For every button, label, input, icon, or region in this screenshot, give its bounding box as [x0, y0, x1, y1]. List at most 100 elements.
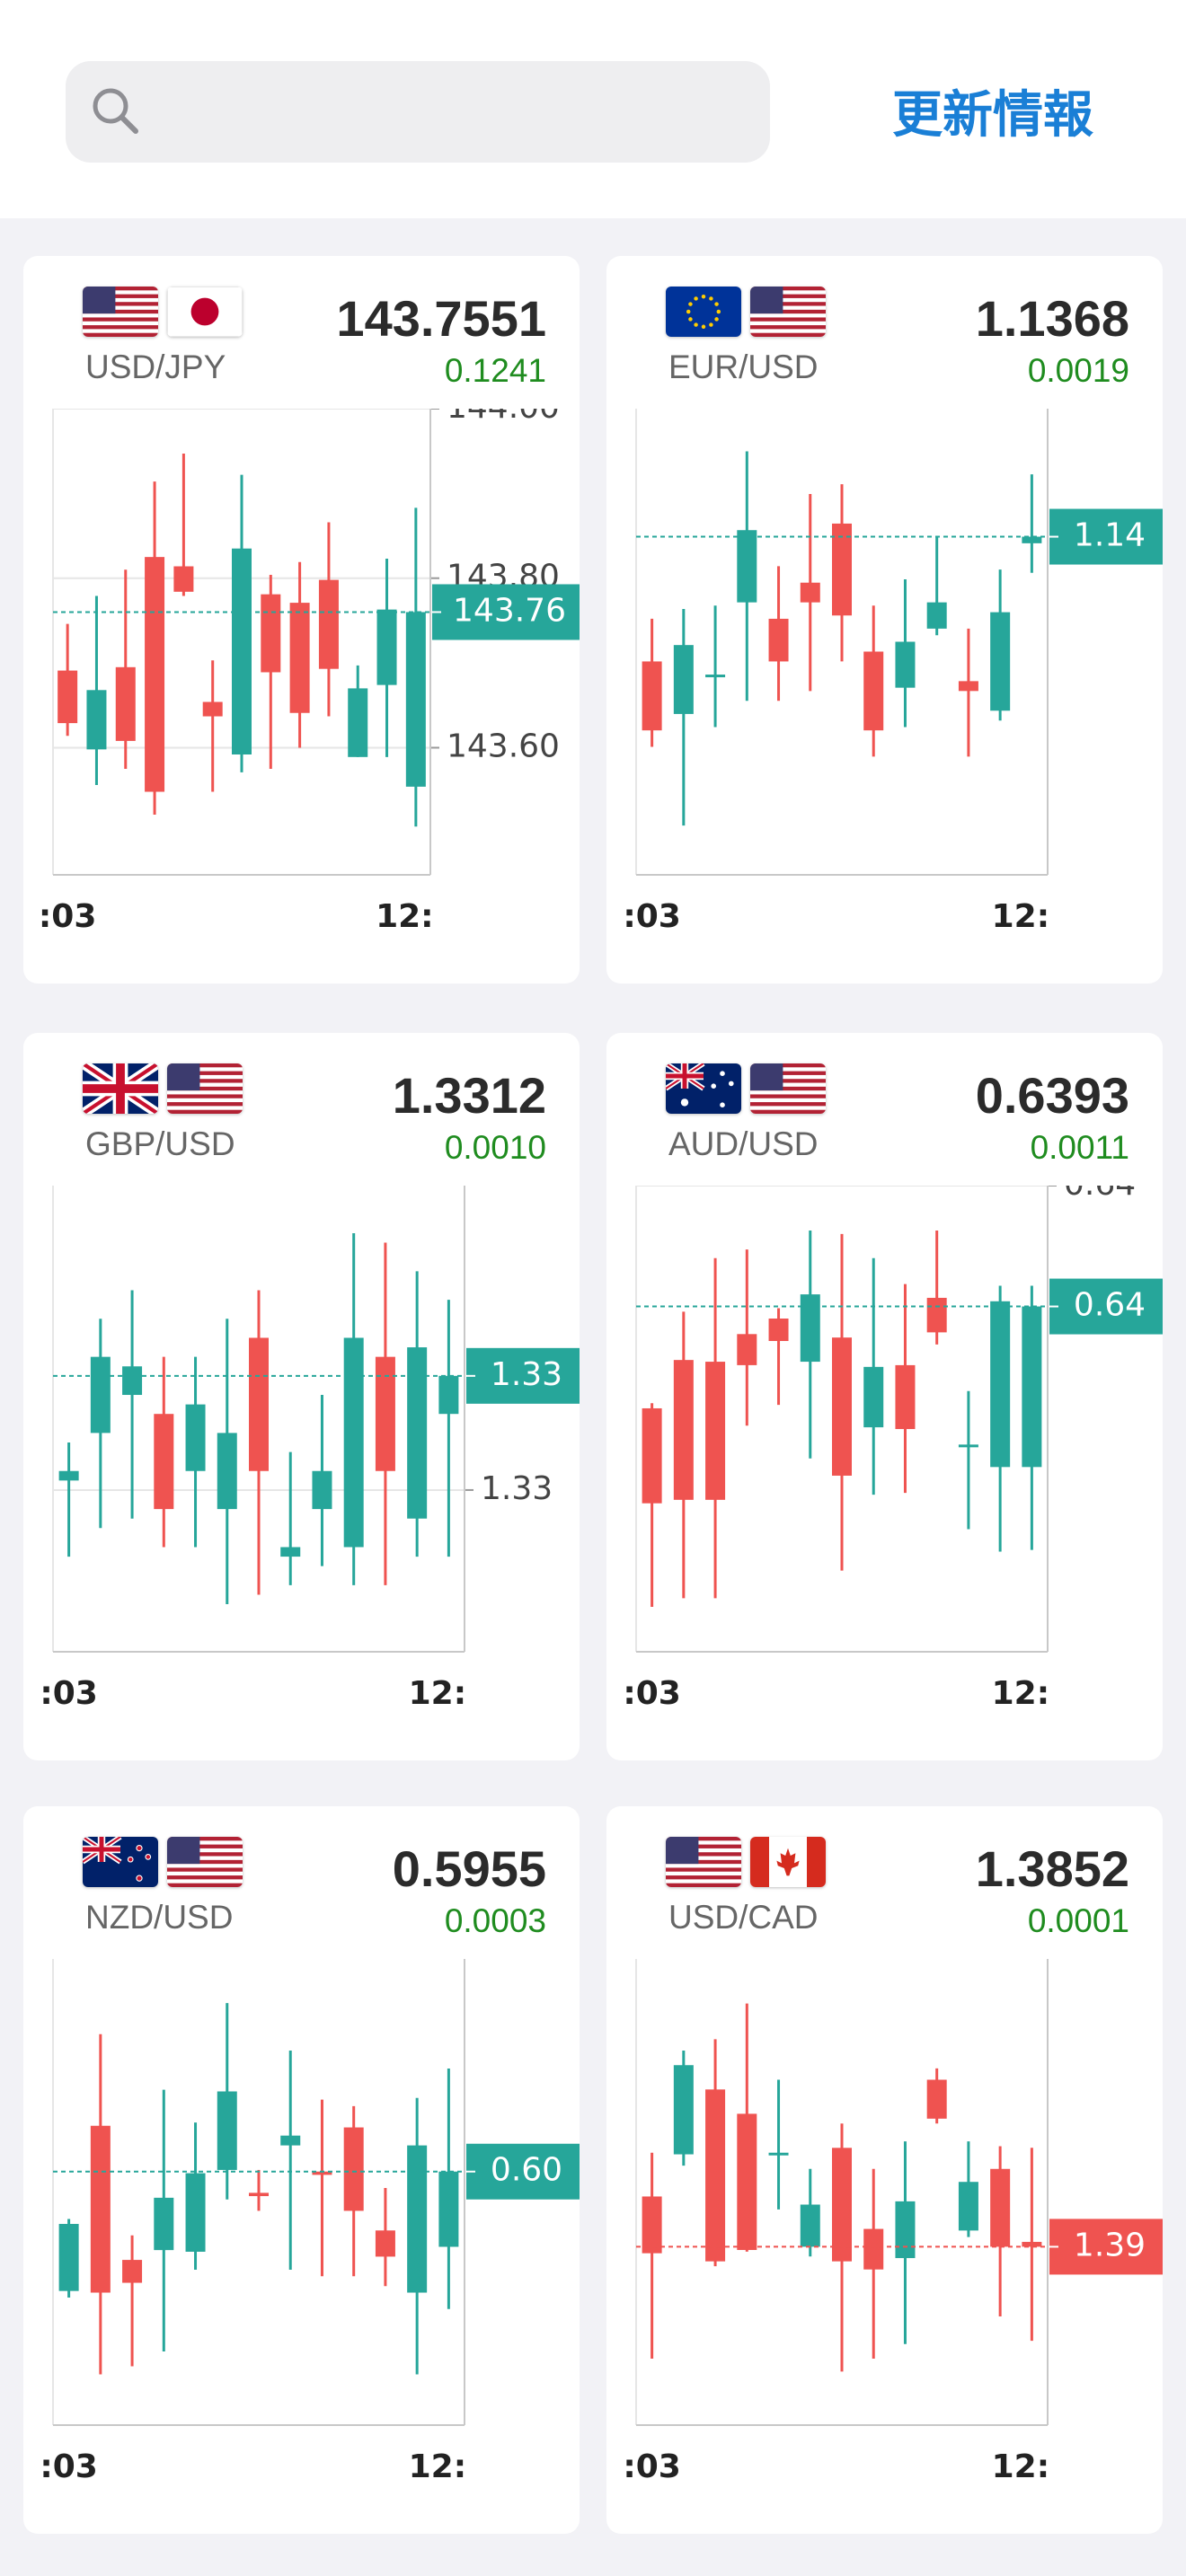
pair-name: NZD/USD	[85, 1899, 234, 1936]
flag-icon	[750, 1063, 826, 1114]
pair-card[interactable]: USD/CAD 1.3852 0.0001:03 12:0 1.39	[606, 1806, 1163, 2534]
x-tick-label: 12:0	[376, 898, 456, 935]
candle-body	[202, 701, 223, 717]
candle-body	[705, 2089, 726, 2262]
candle-body	[705, 675, 726, 678]
candle-body	[122, 1366, 143, 1396]
candle-body	[990, 612, 1011, 711]
candle-body	[1022, 536, 1042, 543]
change: 0.0001	[1027, 1902, 1129, 1939]
candle-body	[673, 2065, 694, 2155]
candle-body	[145, 557, 165, 792]
candle-body	[926, 602, 947, 629]
candle-body	[673, 1360, 694, 1500]
last-price-box	[1049, 508, 1163, 565]
candle-body	[217, 1433, 237, 1510]
flag-icon	[167, 1837, 243, 1887]
pair-name: AUD/USD	[668, 1125, 819, 1162]
flag	[750, 1063, 826, 1114]
pair-card[interactable]: AUD/USD 0.6393 0.0011 0.64:03 12:0 0.64	[606, 1033, 1163, 1760]
candle-body	[990, 2168, 1011, 2247]
header: 更新情報	[0, 0, 1186, 218]
candle-body	[312, 1470, 332, 1510]
x-tick-label: :03	[40, 2448, 98, 2485]
flag	[666, 1837, 741, 1887]
flag-icon	[167, 287, 243, 337]
candle-body	[642, 661, 662, 731]
y-tick-label: 1.33	[481, 1470, 553, 1507]
flag-icon	[750, 287, 826, 337]
last-price-box	[466, 2143, 580, 2200]
candle-body	[1022, 2242, 1042, 2247]
candle-body	[642, 2196, 662, 2254]
change: 0.0011	[1030, 1129, 1129, 1166]
flag	[83, 287, 158, 337]
pair-name: USD/JPY	[85, 348, 226, 385]
change: 0.0003	[444, 1902, 546, 1939]
candle-body	[289, 603, 310, 713]
flag-icon	[666, 1837, 741, 1887]
price: 1.1368	[975, 290, 1129, 347]
candle-body	[154, 1414, 174, 1510]
flag-icon	[83, 1837, 158, 1887]
candle-body	[249, 1337, 269, 1471]
x-tick-label: 12:0	[409, 2448, 490, 2485]
news-link[interactable]: 更新情報	[892, 86, 1093, 143]
flag	[167, 1837, 243, 1887]
candle-body	[280, 1547, 301, 1557]
flag-icon	[666, 1063, 741, 1114]
flag-icon	[167, 1063, 243, 1114]
candle-body	[926, 2079, 947, 2119]
flag	[666, 287, 741, 337]
last-price-box	[1049, 1278, 1163, 1335]
candle-body	[863, 651, 884, 731]
candlestick-chart: 0.64 :03 12:0 0.64	[623, 1186, 1163, 1712]
candle-body	[926, 1297, 947, 1333]
candle-body	[958, 681, 978, 692]
last-price-label: 1.33	[491, 1356, 562, 1393]
candle-body	[261, 594, 281, 673]
y-tick-label: 0.64	[1064, 1186, 1136, 1203]
flag	[83, 1837, 158, 1887]
last-price-label: 1.39	[1074, 2227, 1146, 2263]
pair-card[interactable]: NZD/USD 0.5955 0.0003:03 12:0 0.60	[23, 1806, 580, 2534]
candle-body	[768, 1319, 789, 1341]
last-price-box	[432, 584, 580, 640]
search-icon	[93, 88, 138, 134]
price: 143.7551	[336, 290, 546, 347]
candle-body	[58, 2224, 79, 2291]
search-box[interactable]	[66, 61, 770, 163]
pair-card[interactable]: GBP/USD 1.3312 0.0010 1.33:03 12:0 1.33	[23, 1033, 580, 1760]
flag-icon	[666, 287, 741, 337]
x-tick-label: :03	[623, 1675, 681, 1712]
last-price-label: 143.76	[453, 592, 566, 629]
candle-body	[438, 1375, 459, 1415]
y-tick-label: 143.60	[447, 728, 560, 764]
pair-name: EUR/USD	[668, 348, 819, 385]
candle-body	[705, 1362, 726, 1500]
x-tick-label: 12:0	[992, 898, 1073, 935]
pair-card[interactable]: EUR/USD 1.1368 0.0019:03 12:0 1.14	[606, 256, 1163, 984]
change: 0.0010	[444, 1129, 546, 1166]
pair-card[interactable]: USD/JPY143.75510.1241144.00143.80143.60:…	[23, 256, 580, 984]
last-price-label: 0.64	[1074, 1287, 1146, 1324]
x-tick-label: :03	[623, 898, 681, 935]
candle-body	[832, 1337, 852, 1476]
candle-body	[375, 2230, 395, 2257]
flags	[83, 287, 243, 337]
flag-icon	[83, 1063, 158, 1114]
candle-body	[832, 2148, 852, 2262]
candle-body	[958, 2182, 978, 2231]
candle-body	[375, 1356, 395, 1471]
x-tick-label: 12:0	[992, 1675, 1073, 1712]
price: 1.3852	[975, 1840, 1129, 1897]
candle-body	[1022, 1306, 1042, 1468]
x-tick-label: :03	[623, 2448, 681, 2485]
pair-name: USD/CAD	[668, 1899, 819, 1936]
flags	[83, 1837, 243, 1887]
flag	[167, 1063, 243, 1114]
last-price-label: 1.14	[1074, 517, 1146, 554]
flags	[666, 1837, 826, 1887]
candle-body	[958, 1444, 978, 1448]
